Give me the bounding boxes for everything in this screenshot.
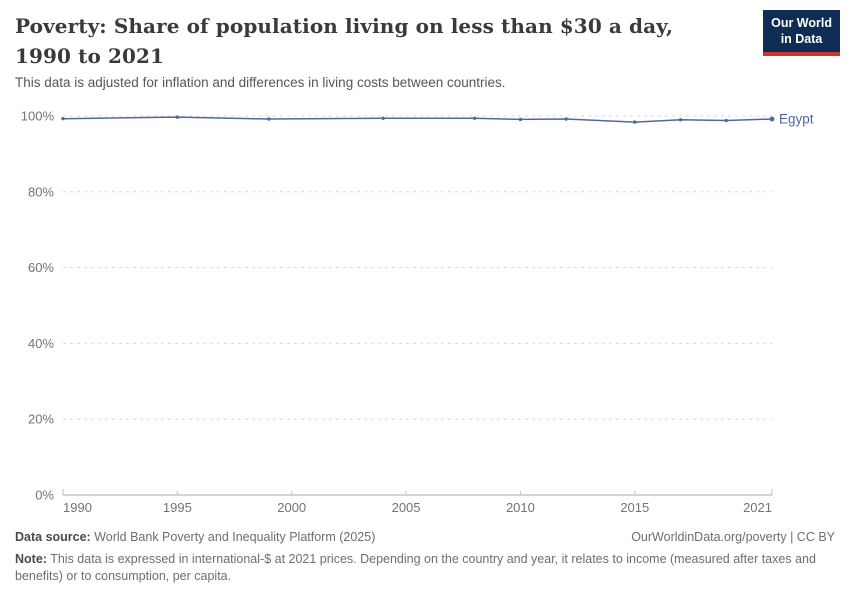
data-point-egypt-1990[interactable] [61, 116, 65, 121]
y-tick-label-100: 100% [21, 109, 55, 124]
x-tick-label-2010: 2010 [506, 500, 535, 515]
data-point-egypt-2004[interactable] [381, 116, 385, 120]
y-tick-label-0: 0% [35, 488, 54, 503]
x-tick-label-2000: 2000 [277, 500, 306, 515]
data-source-line: Data source: World Bank Poverty and Ineq… [15, 529, 375, 547]
owid-logo-line1: Our World [771, 16, 832, 30]
data-point-egypt-2019[interactable] [724, 118, 728, 123]
y-tick-label-20: 20% [28, 412, 54, 427]
data-point-egypt-2015[interactable] [633, 120, 637, 124]
footer-note: Note: This data is expressed in internat… [15, 551, 835, 586]
data-point-egypt-2017[interactable] [678, 118, 683, 122]
data-point-egypt-2008[interactable] [472, 116, 477, 120]
owid-logo[interactable]: Our World in Data [763, 10, 840, 56]
note-text: This data is expressed in international-… [15, 551, 816, 584]
y-tick-label-60: 60% [28, 260, 54, 275]
chart-svg: 0% 20% 40% 60% 80% 100% 1990 1995 2000 2005 2010 20… [21, 109, 814, 516]
y-tick-label-80: 80% [28, 184, 54, 199]
x-tick-label-2021: 2021 [743, 500, 772, 515]
data-source-label: Data source: [15, 530, 91, 544]
x-tick-label-2005: 2005 [392, 500, 421, 515]
page-title: Poverty: Share of population living on l… [15, 14, 674, 68]
x-tick-label-2015: 2015 [620, 500, 649, 515]
footer-row: Data source: World Bank Poverty and Ineq… [15, 529, 835, 547]
data-line-egypt[interactable] [62, 116, 773, 123]
chart-footer: Data source: World Bank Poverty and Ineq… [15, 529, 835, 586]
x-tick-label-1995: 1995 [163, 500, 192, 515]
series-label-egypt[interactable]: Egypt [779, 112, 814, 127]
attribution-link[interactable]: OurWorldinData.org/poverty | CC BY [631, 530, 835, 544]
page-subtitle: This data is adjusted for inflation and … [15, 75, 506, 90]
note-label: Note: [15, 551, 47, 566]
data-point-egypt-1999[interactable] [267, 117, 271, 121]
data-point-egypt-2012[interactable] [564, 117, 568, 121]
x-tick-label-1990: 1990 [63, 500, 92, 515]
data-point-egypt-2021[interactable] [769, 116, 775, 122]
owid-logo-line2: in Data [780, 32, 823, 47]
data-source-text: World Bank Poverty and Inequality Platfo… [90, 530, 376, 544]
data-point-egypt-1995[interactable] [175, 115, 180, 119]
y-tick-label-40: 40% [28, 336, 54, 351]
data-point-egypt-2010[interactable] [518, 117, 523, 122]
